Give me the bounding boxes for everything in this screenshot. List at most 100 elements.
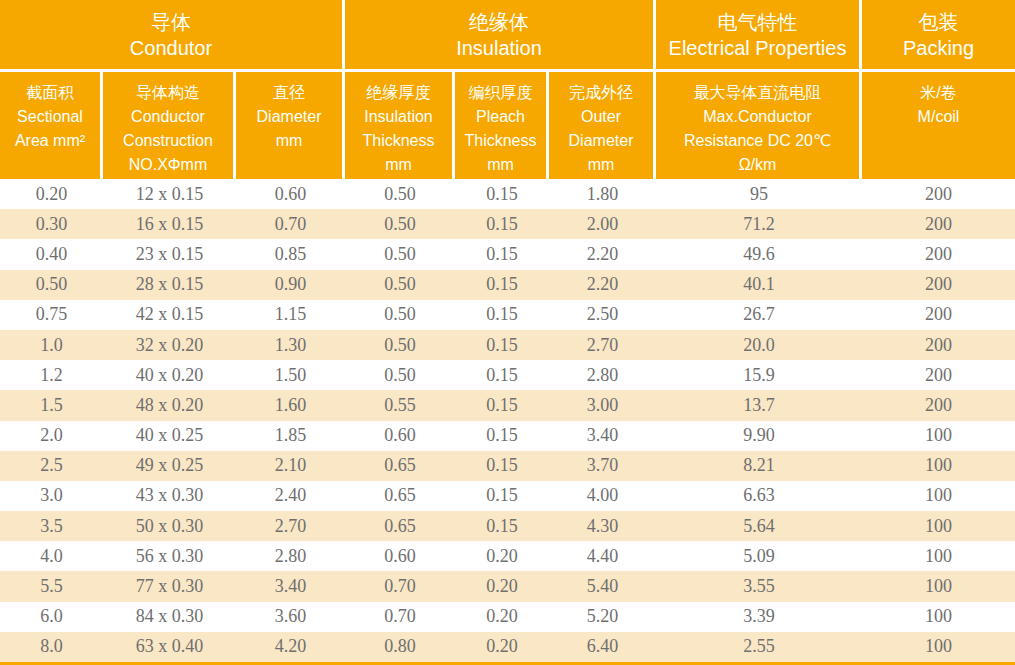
- table-cell: 0.15: [455, 179, 549, 209]
- table-cell: 23 x 0.15: [103, 239, 236, 269]
- table-cell: 26.7: [656, 300, 862, 330]
- table-cell: 0.15: [455, 451, 549, 481]
- table-cell: 1.0: [0, 330, 103, 360]
- table-cell: 100: [862, 541, 1015, 571]
- table-cell: 0.20: [0, 179, 103, 209]
- table-cell: 0.50: [345, 360, 455, 390]
- table-cell: 8.0: [0, 632, 103, 662]
- table-cell: 6.40: [549, 632, 656, 662]
- table-cell: 200: [862, 270, 1015, 300]
- table-cell: 42 x 0.15: [103, 300, 236, 330]
- table-cell: 3.39: [656, 602, 862, 632]
- table-cell: 2.0: [0, 421, 103, 451]
- table-cell: 0.40: [0, 239, 103, 269]
- table-row: 2.549 x 0.252.100.650.153.708.21100: [0, 451, 1015, 481]
- table-cell: 1.80: [549, 179, 656, 209]
- table-row: 2.040 x 0.251.850.600.153.409.90100: [0, 421, 1015, 451]
- table-cell: 2.20: [549, 270, 656, 300]
- table-cell: 0.75: [0, 300, 103, 330]
- table-cell: 0.15: [455, 390, 549, 420]
- table-row: 0.3016 x 0.150.700.500.152.0071.2200: [0, 209, 1015, 239]
- column-header-insulation-thickness: 绝缘厚度 Insulation Thickness mm: [345, 72, 455, 179]
- cable-spec-table: 导体 Condutor 绝缘体 Insulation 电气特性 Electric…: [0, 0, 1015, 665]
- table-cell: 15.9: [656, 360, 862, 390]
- table-cell: 6.63: [656, 481, 862, 511]
- table-cell: 5.64: [656, 511, 862, 541]
- table-cell: 200: [862, 300, 1015, 330]
- table-cell: 100: [862, 421, 1015, 451]
- table-cell: 0.60: [345, 421, 455, 451]
- table-cell: 77 x 0.30: [103, 571, 236, 601]
- table-cell: 1.5: [0, 390, 103, 420]
- table-cell: 2.40: [236, 481, 345, 511]
- table-cell: 0.20: [455, 602, 549, 632]
- table-cell: 200: [862, 239, 1015, 269]
- table-cell: 0.50: [345, 330, 455, 360]
- table-cell: 0.50: [345, 209, 455, 239]
- table-cell: 0.15: [455, 481, 549, 511]
- table-cell: 12 x 0.15: [103, 179, 236, 209]
- table-cell: 100: [862, 602, 1015, 632]
- table-row: 0.4023 x 0.150.850.500.152.2049.6200: [0, 239, 1015, 269]
- table-cell: 2.70: [549, 330, 656, 360]
- table-cell: 0.50: [0, 270, 103, 300]
- table-cell: 100: [862, 511, 1015, 541]
- table-cell: 2.20: [549, 239, 656, 269]
- table-cell: 4.30: [549, 511, 656, 541]
- table-cell: 5.40: [549, 571, 656, 601]
- table-cell: 2.10: [236, 451, 345, 481]
- table-cell: 20.0: [656, 330, 862, 360]
- table-row: 4.056 x 0.302.800.600.204.405.09100: [0, 541, 1015, 571]
- table-cell: 0.15: [455, 511, 549, 541]
- table-cell: 1.85: [236, 421, 345, 451]
- table-cell: 0.85: [236, 239, 345, 269]
- table-cell: 56 x 0.30: [103, 541, 236, 571]
- table-cell: 2.00: [549, 209, 656, 239]
- table-cell: 0.30: [0, 209, 103, 239]
- table-cell: 1.2: [0, 360, 103, 390]
- table-cell: 5.5: [0, 571, 103, 601]
- table-cell: 1.15: [236, 300, 345, 330]
- table-cell: 0.15: [455, 421, 549, 451]
- table-cell: 0.15: [455, 330, 549, 360]
- column-header-pleach-thickness: 编织厚度 Pleach Thickness mm: [455, 72, 549, 179]
- table-cell: 0.20: [455, 632, 549, 662]
- table-cell: 0.55: [345, 390, 455, 420]
- table-row: 6.084 x 0.303.600.700.205.203.39100: [0, 602, 1015, 632]
- table-cell: 200: [862, 330, 1015, 360]
- table-cell: 100: [862, 451, 1015, 481]
- table-cell: 40.1: [656, 270, 862, 300]
- table-cell: 4.20: [236, 632, 345, 662]
- table-cell: 9.90: [656, 421, 862, 451]
- table-cell: 100: [862, 571, 1015, 601]
- table-body: 0.2012 x 0.150.600.500.151.80952000.3016…: [0, 179, 1015, 662]
- table-cell: 95: [656, 179, 862, 209]
- table-row: 0.7542 x 0.151.150.500.152.5026.7200: [0, 300, 1015, 330]
- group-header-electrical-properties: 电气特性 Electrical Properties: [656, 0, 862, 69]
- column-header-max-resistance: 最大导体直流电阻 Max.Conductor Resistance DC 20℃…: [656, 72, 862, 179]
- table-cell: 71.2: [656, 209, 862, 239]
- table-cell: 2.5: [0, 451, 103, 481]
- table-cell: 2.80: [236, 541, 345, 571]
- table-cell: 50 x 0.30: [103, 511, 236, 541]
- table-cell: 200: [862, 209, 1015, 239]
- table-cell: 28 x 0.15: [103, 270, 236, 300]
- table-cell: 2.50: [549, 300, 656, 330]
- table-cell: 16 x 0.15: [103, 209, 236, 239]
- column-header-conductor-construction: 导体构造 Conductor Construction NO.XΦmm: [103, 72, 236, 179]
- table-cell: 200: [862, 360, 1015, 390]
- table-cell: 63 x 0.40: [103, 632, 236, 662]
- group-header-packing: 包装 Packing: [862, 0, 1015, 69]
- table-cell: 40 x 0.20: [103, 360, 236, 390]
- table-cell: 1.50: [236, 360, 345, 390]
- table-cell: 8.21: [656, 451, 862, 481]
- table-header: 导体 Condutor 绝缘体 Insulation 电气特性 Electric…: [0, 0, 1015, 179]
- table-row: 0.2012 x 0.150.600.500.151.8095200: [0, 179, 1015, 209]
- table-cell: 49.6: [656, 239, 862, 269]
- group-header-insulation: 绝缘体 Insulation: [345, 0, 656, 69]
- table-cell: 48 x 0.20: [103, 390, 236, 420]
- table-cell: 0.60: [345, 541, 455, 571]
- table-cell: 0.80: [345, 632, 455, 662]
- table-row: 8.063 x 0.404.200.800.206.402.55100: [0, 632, 1015, 662]
- table-cell: 0.50: [345, 270, 455, 300]
